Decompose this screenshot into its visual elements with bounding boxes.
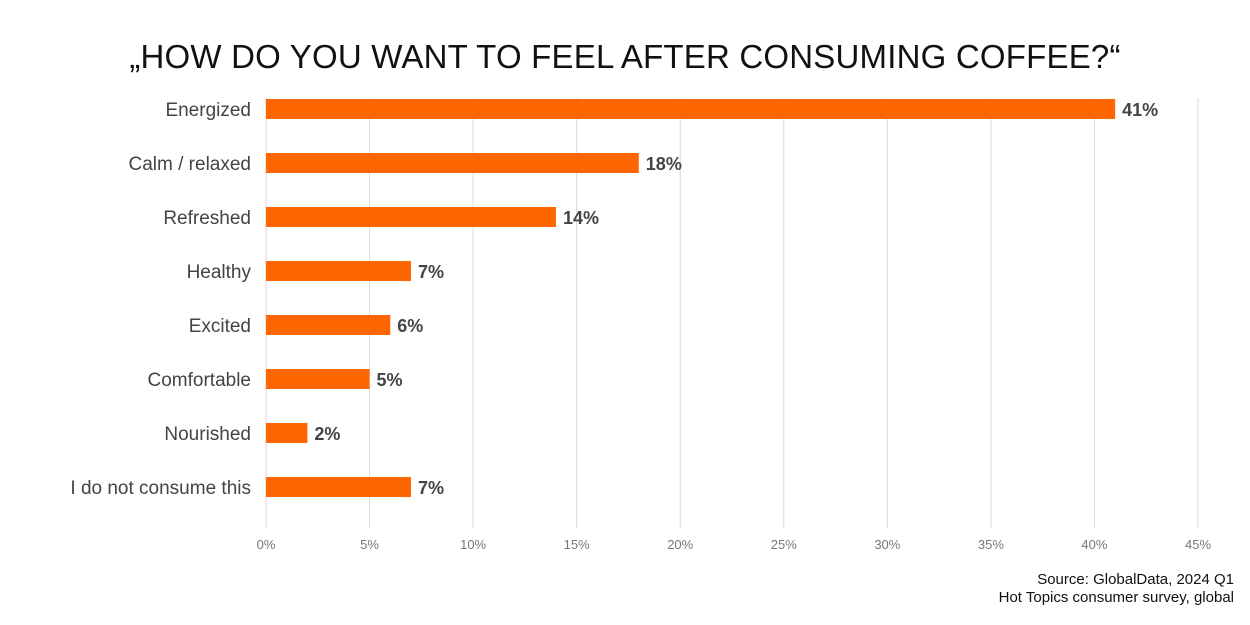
bar: [266, 423, 308, 443]
x-tick-label: 10%: [460, 537, 486, 552]
category-label: Comfortable: [148, 370, 252, 391]
x-tick-label: 0%: [257, 537, 276, 552]
bar: [266, 477, 411, 497]
x-tick-label: 25%: [771, 537, 797, 552]
value-label: 5%: [377, 370, 403, 390]
x-tick-label: 40%: [1081, 537, 1107, 552]
x-tick-label: 5%: [360, 537, 379, 552]
value-label: 18%: [646, 154, 682, 174]
source-line-1: Source: GlobalData, 2024 Q1: [1037, 571, 1234, 588]
bar: [266, 153, 639, 173]
x-tick-label: 45%: [1185, 537, 1211, 552]
bar: [266, 99, 1116, 119]
value-label: 6%: [397, 316, 423, 336]
source-note: Source: GlobalData, 2024 Q1 Hot Topics c…: [999, 571, 1234, 607]
x-tick-label: 20%: [667, 537, 693, 552]
bar: [266, 207, 556, 227]
value-label: 41%: [1122, 100, 1158, 120]
value-label: 2%: [314, 424, 340, 444]
category-label: Energized: [165, 100, 251, 121]
category-label: Nourished: [164, 424, 251, 445]
category-label: I do not consume this: [70, 478, 251, 499]
source-line-2: Hot Topics consumer survey, global: [998, 589, 1234, 606]
category-label: Refreshed: [163, 208, 251, 229]
value-label: 14%: [563, 208, 599, 228]
chart-title: „HOW DO YOU WANT TO FEEL AFTER CONSUMING…: [129, 38, 1121, 75]
x-axis-ticks: 0% 5% 10% 15% 20% 25% 30% 35% 40% 45%: [257, 537, 1212, 552]
bar: [266, 261, 411, 281]
x-tick-label: 30%: [874, 537, 900, 552]
x-tick-label: 35%: [978, 537, 1004, 552]
category-labels: Energized Calm / relaxed Refreshed Healthy E…: [70, 100, 251, 499]
category-label: Calm / relaxed: [129, 154, 252, 175]
bars: [266, 99, 1116, 497]
bar: [266, 369, 370, 389]
value-labels: 41% 18% 14% 7% 6% 5% 2% 7%: [314, 100, 1158, 498]
category-label: Excited: [189, 316, 251, 337]
value-label: 7%: [418, 262, 444, 282]
x-tick-label: 15%: [564, 537, 590, 552]
category-label: Healthy: [187, 262, 252, 283]
bar: [266, 315, 391, 335]
value-label: 7%: [418, 478, 444, 498]
